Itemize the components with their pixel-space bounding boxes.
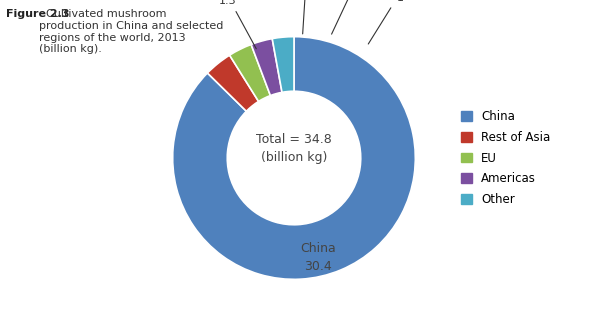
- Wedge shape: [230, 45, 271, 101]
- Text: Figure 2.3: Figure 2.3: [6, 9, 70, 20]
- Text: Americas
1: Americas 1: [331, 0, 383, 34]
- Wedge shape: [208, 55, 259, 111]
- Text: Total = 34.8
(billion kg): Total = 34.8 (billion kg): [256, 133, 332, 164]
- Text: China
30.4: China 30.4: [301, 242, 336, 273]
- Legend: China, Rest of Asia, EU, Americas, Other: China, Rest of Asia, EU, Americas, Other: [458, 106, 554, 210]
- Text: EU
1.1: EU 1.1: [298, 0, 315, 34]
- Text: Cultivated mushroom
production in China and selected
regions of the world, 2013
: Cultivated mushroom production in China …: [39, 9, 223, 54]
- Wedge shape: [272, 37, 294, 92]
- Text: Other
1: Other 1: [368, 0, 416, 44]
- Wedge shape: [251, 39, 282, 95]
- Wedge shape: [173, 37, 415, 279]
- Text: Rest of Asia
1.3: Rest of Asia 1.3: [194, 0, 260, 49]
